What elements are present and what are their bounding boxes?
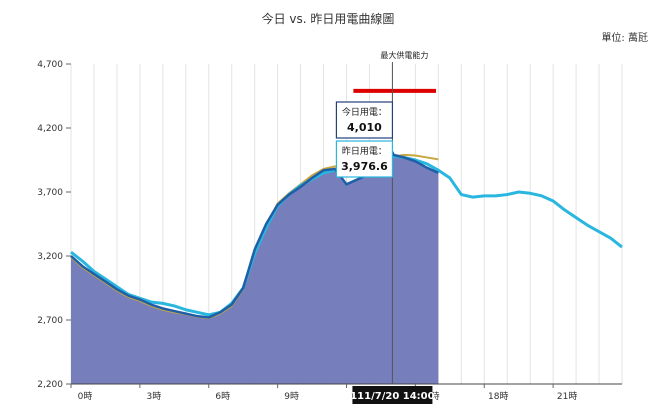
y-tick-label: 2,200 — [37, 380, 63, 390]
x-tick-label: 18時 — [488, 391, 508, 402]
capacity-label: 最大供電能力 — [380, 50, 428, 60]
tooltip-today-box — [335, 101, 394, 139]
tooltip-yesterday-value: 3,976.6 — [341, 160, 388, 173]
x-tick-label: 3時 — [147, 391, 162, 402]
y-tick-label: 4,700 — [37, 60, 63, 70]
x-tick-label: 9時 — [284, 391, 299, 402]
x-tick-label: 6時 — [215, 391, 230, 402]
tooltip-today-label: 今日用電： — [342, 106, 387, 118]
x-tooltip-label: 111/7/20 14:00 — [350, 391, 434, 402]
y-axis-ticks: 2,200 2,700 3,200 3,700 4,200 4,700 — [37, 60, 71, 390]
x-tooltip: 111/7/20 14:00 — [350, 386, 435, 404]
tooltip-today: 今日用電： 4,010 — [335, 101, 394, 139]
y-tick-label: 3,700 — [37, 188, 63, 198]
series-area-today — [71, 152, 439, 384]
unit-label: 單位: 萬瓩 — [601, 31, 648, 44]
area-layer — [71, 152, 439, 384]
y-tick-label: 4,200 — [37, 124, 63, 134]
tooltip-yesterday: 昨日用電： 3,976.6 — [335, 140, 394, 178]
x-axis-ticks: 0時3時6時9時12時15時18時21時 — [70, 384, 577, 402]
chart-title: 今日 vs. 昨日用電曲線圖 — [262, 11, 395, 26]
tooltip-yesterday-label: 昨日用電： — [342, 145, 387, 157]
y-tick-label: 3,200 — [37, 252, 63, 262]
x-tooltip-box — [352, 386, 433, 404]
y-tick-label: 2,700 — [37, 316, 63, 326]
x-tick-label: 0時 — [78, 391, 93, 402]
tooltip-today-value: 4,010 — [347, 121, 382, 134]
tooltip-yesterday-box — [335, 140, 394, 178]
x-tick-label: 21時 — [557, 391, 577, 402]
